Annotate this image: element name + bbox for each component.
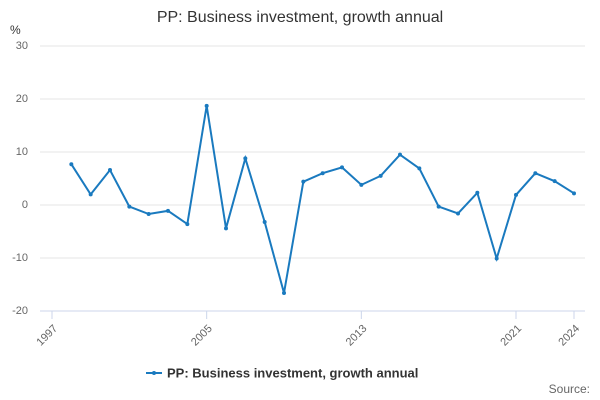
- point: [552, 179, 557, 184]
- legend-label: PP: Business investment, growth annual: [167, 365, 418, 380]
- line: [70, 105, 575, 294]
- point: [494, 256, 499, 261]
- source: Source:: [549, 382, 590, 396]
- point: [533, 171, 538, 176]
- x-tick-label: 1997: [34, 323, 60, 349]
- point: [108, 168, 112, 173]
- y-axis-label: %: [10, 23, 21, 37]
- point: [262, 219, 267, 224]
- point: [572, 191, 576, 196]
- point: [514, 192, 518, 197]
- point: [320, 171, 325, 176]
- point: [436, 204, 441, 209]
- point: [340, 165, 344, 170]
- point: [88, 192, 93, 197]
- point: [359, 182, 364, 187]
- point: [166, 208, 170, 213]
- y-tick-label: 30: [16, 40, 28, 52]
- point: [243, 156, 248, 161]
- point: [185, 222, 190, 227]
- point: [378, 173, 383, 178]
- point: [456, 211, 460, 216]
- point: [224, 226, 228, 231]
- y-tick-label: -10: [12, 252, 28, 264]
- point: [475, 190, 480, 195]
- y-tick-label: 0: [22, 199, 28, 211]
- point: [301, 179, 306, 184]
- point: [146, 212, 151, 217]
- x-tick-label: 2024: [556, 323, 582, 349]
- point: [69, 162, 74, 167]
- point: [204, 103, 209, 108]
- y-tick-label: -20: [12, 305, 28, 317]
- point: [127, 204, 132, 209]
- y-tick-label: 20: [16, 93, 28, 105]
- point: [398, 152, 402, 157]
- legend-symbol: [152, 371, 156, 375]
- point: [282, 290, 286, 295]
- x-tick-label: 2021: [498, 323, 524, 349]
- x-tick-label: 2005: [189, 323, 215, 349]
- y-tick-label: 10: [16, 146, 28, 158]
- chart-title: PP: Business investment, growth annual: [157, 9, 443, 26]
- point: [417, 166, 422, 171]
- x-tick-label: 2013: [344, 323, 370, 349]
